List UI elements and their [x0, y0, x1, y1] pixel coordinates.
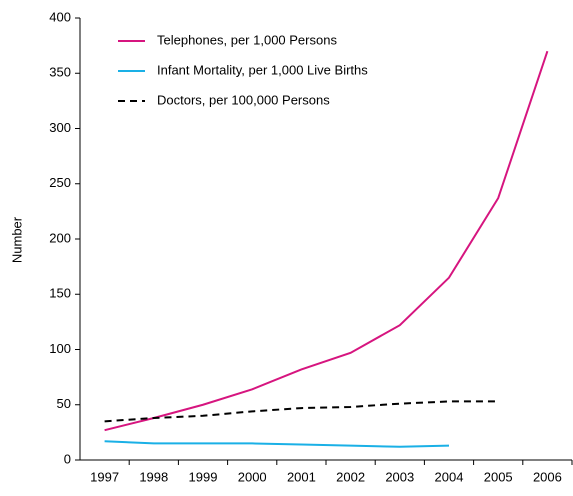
x-tick-label: 2000 — [238, 469, 267, 484]
x-tick-label: 2006 — [533, 469, 562, 484]
y-tick-label: 300 — [49, 120, 71, 135]
series-line — [104, 50, 549, 432]
y-tick-label: 150 — [49, 286, 71, 301]
x-tick-label: 2005 — [484, 469, 513, 484]
y-tick-label: 200 — [49, 230, 71, 245]
series-line — [104, 440, 450, 448]
series-line — [104, 400, 499, 423]
y-tick-label: 400 — [49, 9, 71, 24]
y-axis-label: Number — [9, 216, 24, 263]
y-tick-label: 0 — [64, 451, 71, 466]
y-tick-label: 350 — [49, 65, 71, 80]
x-tick-label: 2004 — [435, 469, 464, 484]
x-tick-label: 2002 — [336, 469, 365, 484]
y-tick-label: 100 — [49, 341, 71, 356]
y-tick-label: 50 — [57, 396, 71, 411]
legend-label: Doctors, per 100,000 Persons — [157, 92, 330, 107]
legend-label: Infant Mortality, per 1,000 Live Births — [157, 62, 368, 77]
x-tick-label: 1999 — [189, 469, 218, 484]
legend-label: Telephones, per 1,000 Persons — [157, 32, 337, 47]
x-tick-label: 2001 — [287, 469, 316, 484]
x-tick-label: 1998 — [139, 469, 168, 484]
y-tick-label: 250 — [49, 175, 71, 190]
x-tick-label: 2003 — [385, 469, 414, 484]
x-tick-label: 1997 — [90, 469, 119, 484]
